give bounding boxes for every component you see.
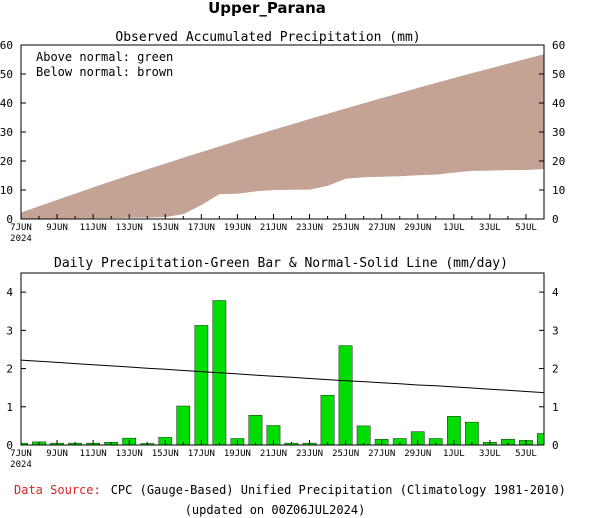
y-tick-label: 3	[6, 324, 13, 337]
x-tick-label: 19JUN	[224, 223, 251, 233]
y-tick-label: 4	[552, 286, 559, 299]
daily-precip-panel: Daily Precipitation-Green Bar & Normal-S…	[6, 256, 559, 470]
figure-title: Upper_Parana	[208, 0, 326, 17]
footer-line: Data Source: CPC (Gauge-Based) Unified Pr…	[14, 483, 566, 497]
y-tick-label: 50	[0, 68, 13, 81]
daily-precip-bar	[465, 421, 479, 446]
x-tick-label: 29JUN	[404, 449, 431, 459]
below-normal-area	[21, 54, 544, 219]
y-tick-label: 40	[552, 97, 565, 110]
x-tick-label: 15JUN	[152, 223, 179, 233]
x-tick-label: 5JUL	[515, 449, 537, 459]
daily-precip-bar	[194, 325, 209, 446]
x-tick-label: 5JUL	[515, 223, 537, 233]
y-tick-label: 0	[552, 439, 559, 452]
x-tick-label: 7JUN	[10, 223, 32, 233]
x-tick-label: 13JUN	[116, 449, 143, 459]
y-tick-label: 50	[552, 68, 565, 81]
x-year-label: 2024	[10, 234, 32, 244]
normal-daily-line	[20, 359, 545, 394]
y-tick-label: 20	[0, 155, 13, 168]
legend-above-normal: Above normal: green	[36, 50, 173, 64]
x-tick-label: 25JUN	[332, 449, 359, 459]
x-tick-label: 21JUN	[260, 449, 287, 459]
y-tick-label: 4	[6, 286, 13, 299]
accumulated-chart-title: Observed Accumulated Precipitation (mm)	[115, 30, 420, 45]
y-tick-label: 60	[552, 39, 565, 52]
y-tick-label: 0	[6, 439, 13, 452]
x-tick-label: 13JUN	[116, 223, 143, 233]
data-source-label: Data Source:	[14, 483, 101, 497]
x-year-label: 2024	[10, 460, 32, 470]
y-tick-label: 0	[6, 213, 13, 226]
x-tick-label: 23JUN	[296, 223, 323, 233]
legend-below-normal: Below normal: brown	[36, 65, 173, 79]
y-tick-label: 2	[552, 363, 559, 376]
updated-note: (updated on 00Z06JUL2024)	[185, 503, 366, 517]
x-tick-label: 1JUL	[443, 223, 465, 233]
y-tick-label: 10	[0, 184, 13, 197]
y-tick-label: 1	[552, 401, 559, 414]
x-tick-label: 7JUN	[10, 449, 32, 459]
x-tick-label: 17JUN	[188, 223, 215, 233]
y-tick-label: 40	[0, 97, 13, 110]
daily-plot-area	[20, 300, 545, 446]
x-tick-label: 9JUN	[46, 449, 68, 459]
y-tick-label: 10	[552, 184, 565, 197]
y-tick-label: 20	[552, 155, 565, 168]
x-tick-label: 3JUL	[479, 223, 501, 233]
x-tick-label: 27JUN	[368, 223, 395, 233]
x-tick-label: 9JUN	[46, 223, 68, 233]
x-tick-label: 1JUL	[443, 449, 465, 459]
data-source-text: CPC (Gauge-Based) Unified Precipitation …	[111, 483, 566, 497]
daily-precip-bar	[248, 415, 263, 446]
x-tick-label: 23JUN	[296, 449, 323, 459]
y-tick-label: 30	[552, 126, 565, 139]
daily-chart-title: Daily Precipitation-Green Bar & Normal-S…	[54, 256, 508, 271]
accumulated-axes: 0 0 10 10 20 20 30 30 40 40 50 50 60 60 7JUN 9JUN 11JUN 1…	[0, 39, 565, 244]
daily-precip-bar	[176, 405, 191, 446]
x-tick-label: 15JUN	[152, 449, 179, 459]
daily-precip-bar	[338, 345, 353, 446]
x-tick-label: 19JUN	[224, 449, 251, 459]
x-tick-label: 17JUN	[188, 449, 215, 459]
y-tick-label: 3	[552, 324, 559, 337]
daily-precip-bar	[320, 395, 335, 446]
x-tick-label: 21JUN	[260, 223, 287, 233]
y-tick-label: 1	[6, 401, 13, 414]
x-tick-label: 29JUN	[404, 223, 431, 233]
x-tick-label: 11JUN	[80, 449, 107, 459]
x-tick-label: 3JUL	[479, 449, 501, 459]
y-tick-label: 60	[0, 39, 13, 52]
daily-axes: 0 0 1 1 2 2 3 3 4 4 7JUN 9JUN 11JUN 13JUN 15JUN 17JUN 19…	[6, 272, 559, 470]
y-tick-label: 0	[552, 213, 559, 226]
y-tick-label: 2	[6, 363, 13, 376]
daily-precip-bar	[537, 433, 545, 446]
x-tick-label: 11JUN	[80, 223, 107, 233]
y-tick-label: 30	[0, 126, 13, 139]
plot-frame	[20, 272, 545, 446]
x-tick-label: 25JUN	[332, 223, 359, 233]
accumulated-plot-area	[21, 54, 544, 219]
x-tick-label: 27JUN	[368, 449, 395, 459]
accumulated-precip-panel: Observed Accumulated Precipitation (mm) …	[0, 30, 565, 244]
